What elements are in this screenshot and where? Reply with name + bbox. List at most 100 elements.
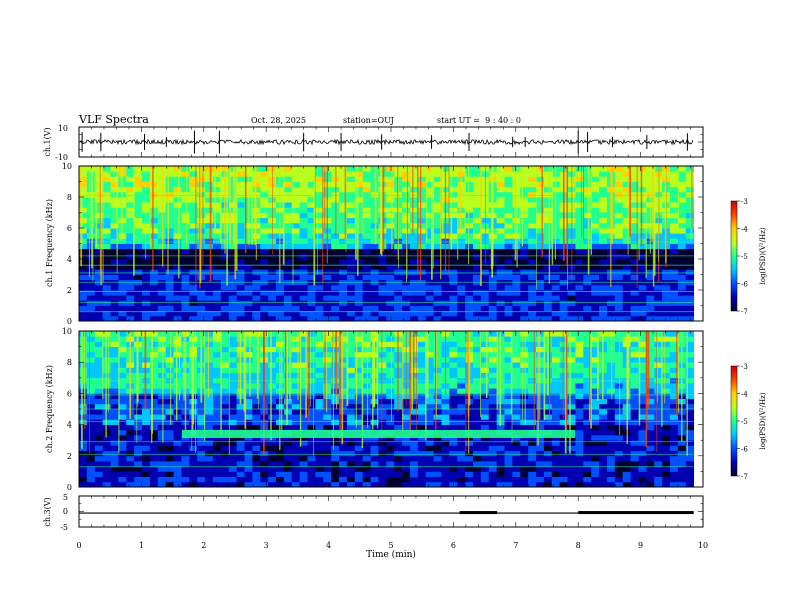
ch2-cell xyxy=(575,476,584,483)
ch1-cell xyxy=(149,217,159,224)
ch2-cell xyxy=(315,471,324,477)
ch1-cell xyxy=(622,274,631,281)
ch2-cell xyxy=(386,388,395,394)
ch2-cell xyxy=(354,383,364,389)
ch2-cell xyxy=(449,346,458,353)
ch2-cell xyxy=(189,445,198,451)
ch1-cell xyxy=(354,186,364,193)
ch2-cell xyxy=(512,461,521,467)
ch1-cell xyxy=(260,222,269,229)
ch2-cell xyxy=(346,481,356,488)
ch1-cell xyxy=(126,269,135,275)
ch2-cell xyxy=(205,362,214,368)
ch1-cell xyxy=(236,191,245,198)
ch1-cell xyxy=(283,253,293,260)
ch1-cell xyxy=(331,222,340,229)
ch2-cell xyxy=(346,466,356,472)
ch1-cell xyxy=(520,166,529,172)
ch1-cell xyxy=(181,207,190,213)
ch2-cell xyxy=(157,429,167,436)
ch2-cell xyxy=(409,409,419,415)
ch2-cell xyxy=(551,346,561,353)
ch2-cell xyxy=(149,383,159,389)
ch2-cell xyxy=(473,481,482,488)
ch1-cell xyxy=(504,310,513,317)
ch1-cell xyxy=(370,259,379,265)
ch2-cell xyxy=(236,403,245,410)
ch2-cell xyxy=(260,481,269,488)
ch2-cell xyxy=(102,336,111,342)
ch1-cell xyxy=(575,305,584,312)
ch1-cell xyxy=(417,212,427,219)
ch2-cell xyxy=(102,346,111,353)
ch1-cell xyxy=(331,310,340,317)
ch1-cell xyxy=(583,310,592,317)
ch2-cell xyxy=(662,481,671,488)
ch2-cell xyxy=(559,351,568,358)
ch2-cell xyxy=(173,419,182,425)
ch1-cell xyxy=(386,222,395,229)
ch1-cell xyxy=(323,300,332,306)
ch2-cell xyxy=(212,336,222,342)
ch2-cell xyxy=(528,341,537,347)
ch1-cell xyxy=(591,315,600,322)
ch1-cell xyxy=(205,171,214,177)
ch2-cell xyxy=(559,476,568,483)
ch2-cell xyxy=(504,455,513,462)
ch1-cell xyxy=(189,290,198,296)
ch1-cell xyxy=(110,248,119,255)
ch2-cell xyxy=(638,466,647,472)
ch2-cell xyxy=(173,367,182,373)
ch1-cell xyxy=(512,310,521,317)
ch2-cell xyxy=(496,461,505,467)
ch1-cell xyxy=(543,217,553,224)
ch1-cell xyxy=(662,310,671,317)
ch2-cell xyxy=(339,455,348,462)
ch2-cell xyxy=(157,346,167,353)
ch2-cell xyxy=(110,424,119,431)
ch1-cell xyxy=(118,238,127,244)
ch2-cell xyxy=(354,393,364,399)
ch2-cell xyxy=(496,455,505,462)
ch2-cell xyxy=(378,476,387,483)
ch1-cell xyxy=(212,274,222,281)
ch1-cell xyxy=(252,295,261,301)
ch2-cell xyxy=(339,419,348,425)
ch2-cell xyxy=(591,476,600,483)
ch2-cell xyxy=(449,393,458,399)
ch2-cell xyxy=(583,409,592,415)
ch2-cell xyxy=(409,403,419,410)
ch1-cell xyxy=(283,222,293,229)
ch1-cell xyxy=(134,186,143,193)
ch1-cell xyxy=(134,212,143,219)
ch2-cell xyxy=(339,351,348,358)
ch1-cell xyxy=(118,253,127,260)
ch2-cell xyxy=(205,357,214,363)
ch2-cell xyxy=(126,461,135,467)
ch2-cell xyxy=(299,450,308,457)
ch2-cell xyxy=(94,450,104,457)
ch2-cell xyxy=(252,383,261,389)
ch2-cell xyxy=(165,429,174,436)
ch2-cell xyxy=(402,440,411,446)
ch2-cell xyxy=(86,383,96,389)
ch2-cell xyxy=(173,346,182,353)
ch1-cell xyxy=(189,186,198,193)
ch2-cell xyxy=(567,461,576,467)
ch1-cell xyxy=(504,264,513,270)
ch1-cell xyxy=(276,284,285,291)
ch1-cell xyxy=(268,264,277,270)
ch1-ytick-bottom: -10 xyxy=(55,153,68,162)
ch2-cell xyxy=(599,466,608,472)
ch1-cell xyxy=(654,300,663,306)
ch1-cell xyxy=(173,259,182,265)
ch1-cell xyxy=(276,305,285,312)
ch1-cell xyxy=(480,310,490,317)
ch1-cell xyxy=(425,166,434,172)
ch1-cell xyxy=(165,243,174,250)
ch2-cell xyxy=(142,455,151,462)
ch1-cell xyxy=(646,295,655,301)
ch2-cell xyxy=(94,414,104,420)
ch1-cell xyxy=(457,315,466,322)
ch1-cell xyxy=(496,181,505,188)
